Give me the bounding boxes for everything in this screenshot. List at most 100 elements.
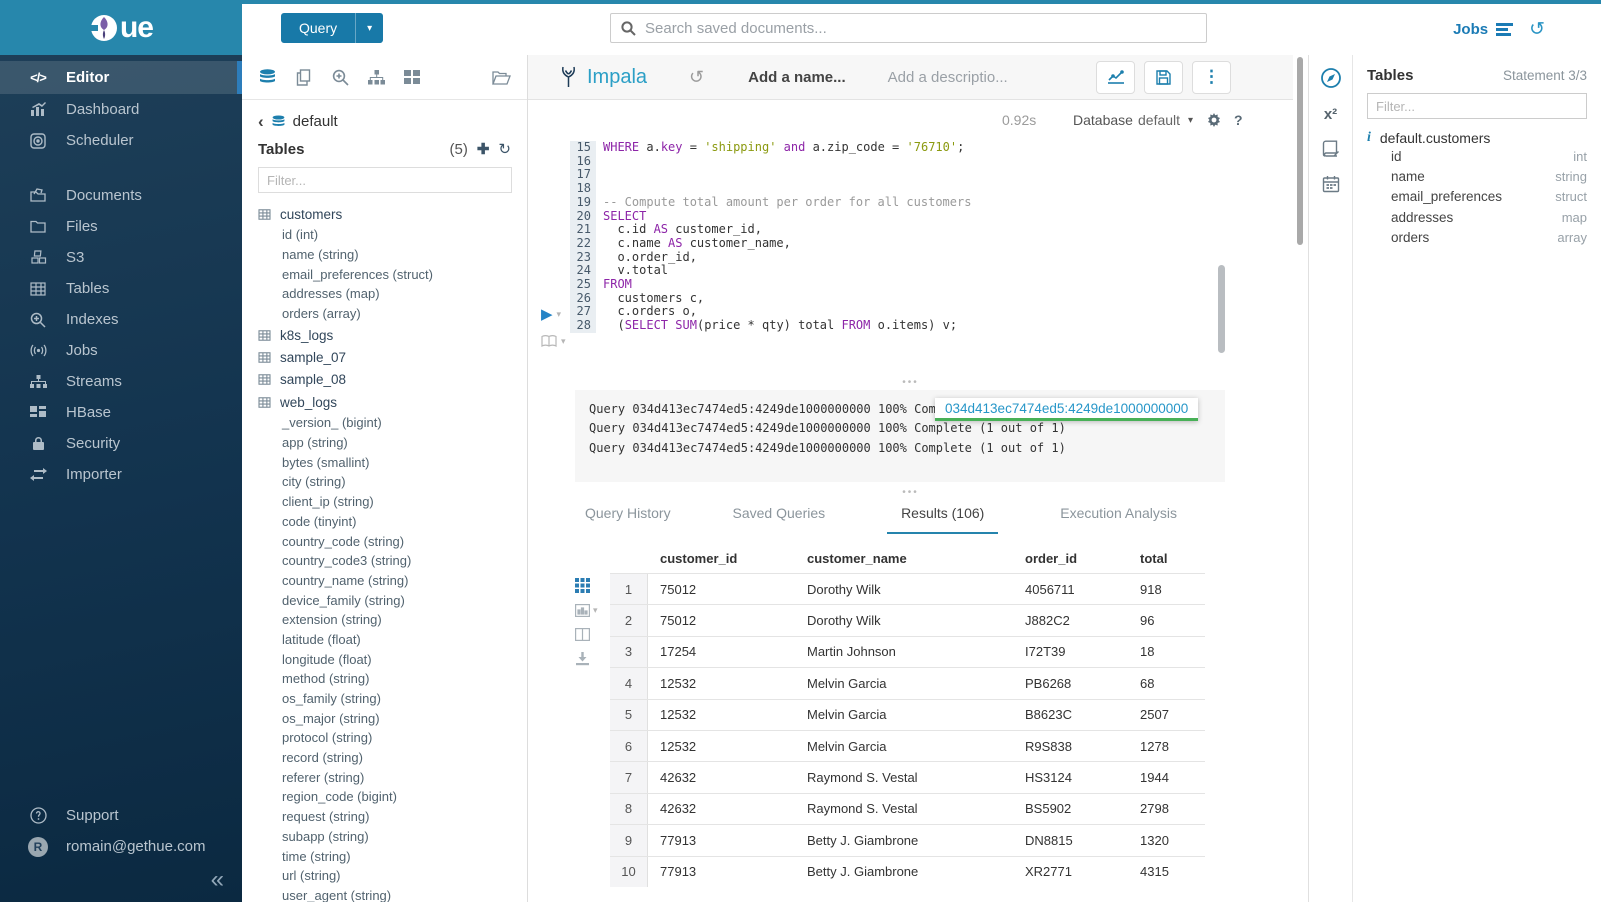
sidebar-item-dashboard[interactable]: Dashboard (0, 94, 242, 125)
query-button-label[interactable]: Query (299, 20, 338, 36)
column-entry[interactable]: country_code3 (string) (282, 553, 412, 569)
active-table[interactable]: i default.customers (1367, 130, 1587, 146)
right-column-entry[interactable]: name string (1391, 168, 1587, 184)
code-line[interactable]: 15 WHERE a.key = 'shipping' and a.zip_cod… (570, 140, 971, 155)
execute-options-caret[interactable]: ▾ (556, 308, 562, 319)
editor-history-icon[interactable]: ↺ (689, 66, 705, 87)
column-entry[interactable]: url (string) (282, 868, 341, 884)
language-reference-icon[interactable] (1322, 140, 1340, 158)
database-caret-icon[interactable]: ▾ (1188, 115, 1194, 126)
table-row[interactable]: 3 17254 Martin Johnson I72T39 18 (610, 635, 1205, 668)
add-table-icon[interactable]: ✚ (476, 141, 490, 158)
main-scrollbar[interactable] (1297, 57, 1303, 245)
col-header-customer-id[interactable]: customer_id (660, 550, 738, 566)
editor-scrollbar[interactable] (1218, 265, 1225, 353)
col-header-total[interactable]: total (1140, 550, 1168, 566)
column-entry[interactable]: client_ip (string) (282, 494, 374, 510)
table-entry[interactable]: sample_07 (258, 346, 511, 368)
column-entry[interactable]: id (int) (282, 227, 319, 243)
tables-filter-input[interactable] (258, 167, 512, 193)
open-folder-icon[interactable] (492, 69, 511, 85)
sql-editor[interactable]: 15 WHERE a.key = 'shipping' and a.zip_cod… (570, 140, 971, 333)
query-name-field[interactable]: Add a name... (748, 68, 846, 86)
sidebar-item-importer[interactable]: Importer (0, 459, 242, 490)
query-history-icon[interactable]: ↺ (1529, 19, 1545, 40)
tab-saved-queries[interactable]: Saved Queries (732, 505, 826, 521)
apps-grid-icon[interactable] (404, 70, 420, 84)
sidebar-item-s3[interactable]: S3 (0, 242, 242, 273)
table-row[interactable]: 7 42632 Raymond S. Vestal HS3124 1944 (610, 761, 1205, 793)
table-row[interactable]: 10 77913 Betty J. Giambrone XR2771 4315 (610, 855, 1205, 887)
column-entry[interactable]: longitude (float) (282, 651, 372, 667)
save-button[interactable] (1144, 60, 1183, 94)
right-column-entry[interactable]: orders array (1391, 229, 1587, 245)
code-line[interactable]: 18 (570, 181, 971, 196)
column-entry[interactable]: country_name (string) (282, 572, 409, 588)
info-icon[interactable]: i (1367, 130, 1371, 145)
code-line[interactable]: 27 c.orders o, (570, 305, 971, 320)
tab-execution-analysis[interactable]: Execution Analysis (1060, 505, 1177, 521)
code-line[interactable]: 28 (SELECT SUM(price * qty) total FROM o… (570, 318, 971, 333)
jobs-link[interactable]: Jobs (1453, 21, 1514, 38)
column-entry[interactable]: code (tinyint) (282, 513, 357, 529)
execute-button[interactable]: ▶ (541, 306, 553, 323)
right-column-entry[interactable]: email_preferences struct (1391, 189, 1587, 205)
settings-gear-icon[interactable] (1206, 112, 1222, 128)
table-row[interactable]: 5 12532 Melvin Garcia B8623C 2507 (610, 698, 1205, 730)
column-entry[interactable]: protocol (string) (282, 730, 373, 746)
zoom-plus-icon[interactable] (332, 69, 349, 86)
sidebar-item-security[interactable]: Security (0, 428, 242, 459)
column-entry[interactable]: record (string) (282, 750, 363, 766)
resize-grip-bottom[interactable]: ••• (902, 487, 919, 498)
global-search[interactable] (610, 13, 1207, 43)
sidebar-item-jobs[interactable]: Jobs (0, 335, 242, 366)
functions-icon[interactable]: x² (1323, 106, 1338, 123)
table-entry[interactable]: k8s_logs (258, 324, 511, 346)
back-chevron-icon[interactable]: ‹ (258, 112, 264, 131)
table-row[interactable]: 4 12532 Melvin Garcia PB6268 68 (610, 667, 1205, 699)
hue-logo[interactable]: ue (0, 0, 242, 55)
table-entry[interactable]: web_logs (258, 391, 511, 413)
code-line[interactable]: 19 -- Compute total amount per order for … (570, 195, 971, 210)
table-row[interactable]: 9 77913 Betty J. Giambrone DN8815 1320 (610, 824, 1205, 856)
col-header-customer-name[interactable]: customer_name (807, 550, 907, 566)
column-entry[interactable]: os_major (string) (282, 710, 380, 726)
sidebar-item-support[interactable]: Support (0, 800, 242, 831)
tab-query-history[interactable]: Query History (585, 505, 671, 521)
column-entry[interactable]: email_preferences (struct) (282, 266, 433, 282)
chart-button[interactable] (1096, 60, 1135, 94)
sidebar-item-streams[interactable]: Streams (0, 366, 242, 397)
table-entry[interactable]: sample_08 (258, 369, 511, 391)
present-mode-icon[interactable] (541, 335, 557, 347)
sidebar-item-indexes[interactable]: Indexes (0, 304, 242, 335)
columns-view-icon[interactable] (575, 628, 590, 641)
active-table-name[interactable]: default.customers (1379, 130, 1491, 146)
code-line[interactable]: 20 SELECT (570, 209, 971, 224)
sidebar-item-scheduler[interactable]: Scheduler (0, 125, 242, 156)
right-column-entry[interactable]: addresses map (1391, 209, 1587, 225)
sidebar-item-documents[interactable]: Documents (0, 180, 242, 211)
code-line[interactable]: 26 customers c, (570, 291, 971, 306)
table-row[interactable]: 2 75012 Dorothy Wilk J882C2 96 (610, 604, 1205, 636)
column-entry[interactable]: request (string) (282, 809, 370, 825)
engine-selector[interactable]: Impala (560, 66, 647, 89)
chart-view-icon[interactable]: ▾ (575, 604, 598, 617)
column-entry[interactable]: method (string) (282, 671, 370, 687)
databases-icon[interactable] (258, 68, 277, 86)
refresh-icon[interactable]: ↻ (498, 141, 511, 158)
column-entry[interactable]: country_code (string) (282, 533, 405, 549)
sidebar-item-user[interactable]: R romain@gethue.com (0, 831, 242, 862)
job-id-badge[interactable]: 034d413ec7474ed5:4249de1000000000 (935, 398, 1199, 421)
new-query-button[interactable]: Query ▾ (281, 13, 384, 43)
db-breadcrumb[interactable]: ‹ default (242, 100, 527, 130)
sidebar-item-hbase[interactable]: HBase (0, 397, 242, 428)
column-entry[interactable]: addresses (map) (282, 286, 380, 302)
column-entry[interactable]: city (string) (282, 474, 346, 490)
search-input[interactable] (645, 19, 1196, 37)
column-entry[interactable]: device_family (string) (282, 592, 405, 608)
column-entry[interactable]: latitude (float) (282, 631, 361, 647)
collapse-sidebar-button[interactable]: « (210, 866, 224, 893)
code-line[interactable]: 22 c.name AS customer_name, (570, 236, 971, 251)
database-select[interactable]: default (1138, 112, 1181, 128)
col-header-order-id[interactable]: order_id (1025, 550, 1078, 566)
